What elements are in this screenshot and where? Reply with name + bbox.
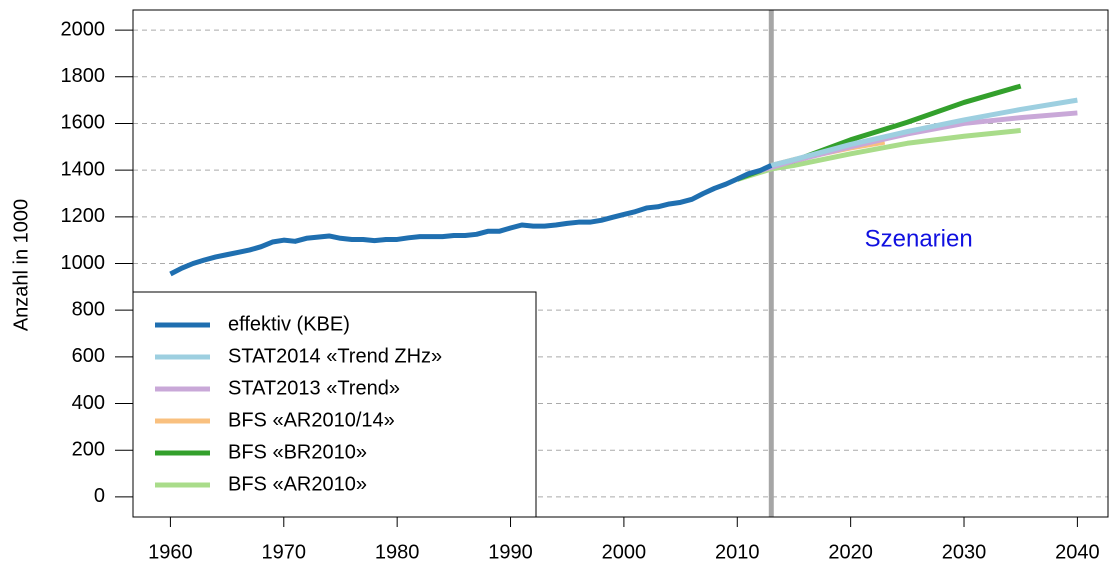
y-tick-label: 1600 <box>61 112 106 134</box>
y-axis-label: Anzahl in 1000 <box>10 199 32 331</box>
x-tick-label: 2030 <box>942 541 987 563</box>
x-tick-label: 1980 <box>375 541 420 563</box>
y-tick-label: 1400 <box>61 158 106 180</box>
y-tick-label: 200 <box>72 439 105 461</box>
annotation: Szenarien <box>865 226 973 253</box>
legend-label: STAT2013 «Trend» <box>228 377 400 399</box>
series-line <box>770 97 1078 168</box>
y-tick-label: 1800 <box>61 65 106 87</box>
y-tick-label: 400 <box>72 392 105 414</box>
x-tick-label: 2010 <box>715 541 760 563</box>
x-tick-label: 1970 <box>262 541 307 563</box>
y-tick-label: 1000 <box>61 252 106 274</box>
x-tick-label: 2020 <box>828 541 873 563</box>
y-tick-label: 800 <box>72 298 105 320</box>
legend-label: effektiv (KBE) <box>228 313 350 335</box>
y-tick-label: 2000 <box>61 18 106 40</box>
plot-frame <box>132 9 1109 518</box>
legend-label: STAT2014 «Trend ZHz» <box>228 345 442 367</box>
legend-label: BFS «AR2010» <box>228 473 367 495</box>
series-line <box>169 163 773 277</box>
y-tick-label: 0 <box>94 485 105 507</box>
x-tick-label: 2000 <box>602 541 647 563</box>
legend-box <box>132 291 537 518</box>
y-tick-label: 600 <box>72 345 105 367</box>
x-tick-label: 1960 <box>148 541 193 563</box>
y-tick-label: 1200 <box>61 205 106 227</box>
x-tick-label: 1990 <box>488 541 533 563</box>
legend-label: BFS «AR2010/14» <box>228 409 395 431</box>
x-tick-label: 2040 <box>1055 541 1100 563</box>
legend-label: BFS «BR2010» <box>228 441 367 463</box>
